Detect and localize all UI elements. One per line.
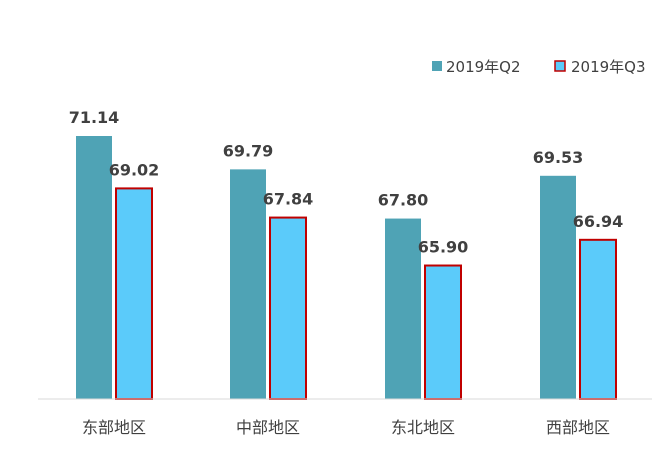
value-label-q2-3: 69.53: [533, 148, 584, 167]
x-tick-label-0: 东部地区: [82, 418, 146, 437]
value-label-q2-0: 71.14: [69, 108, 120, 127]
legend-label-q2: 2019年Q2: [446, 58, 521, 76]
bars: [76, 136, 617, 400]
bar-q3-1: [269, 216, 307, 400]
bar-q3-3: [579, 238, 617, 400]
legend: 2019年Q2 2019年Q3: [432, 58, 646, 76]
bar-q2-2: [385, 218, 421, 399]
bar-q3-2: [424, 264, 462, 400]
value-labels: 71.14 69.02 69.79 67.84 67.80 65.90 69.53 66.94: [69, 108, 624, 257]
value-label-q3-2: 65.90: [418, 238, 469, 257]
value-label-q3-3: 66.94: [573, 212, 624, 231]
legend-swatch-q2: [432, 61, 442, 71]
x-tick-label-3: 西部地区: [546, 418, 610, 437]
x-tick-labels: 东部地区 中部地区 东北地区 西部地区: [82, 418, 610, 437]
value-label-q3-1: 67.84: [263, 190, 314, 209]
bar-q2-0: [76, 136, 112, 399]
legend-swatch-q3: [554, 60, 566, 72]
x-tick-label-1: 中部地区: [236, 418, 300, 437]
value-label-q3-0: 69.02: [109, 160, 160, 179]
legend-label-q3: 2019年Q3: [571, 58, 646, 76]
bar-q2-1: [230, 169, 266, 399]
value-label-q2-2: 67.80: [378, 191, 429, 210]
bar-q2-3: [540, 175, 576, 399]
bar-q3-0: [115, 187, 153, 400]
x-tick-label-2: 东北地区: [391, 418, 455, 437]
value-label-q2-1: 69.79: [223, 141, 274, 160]
